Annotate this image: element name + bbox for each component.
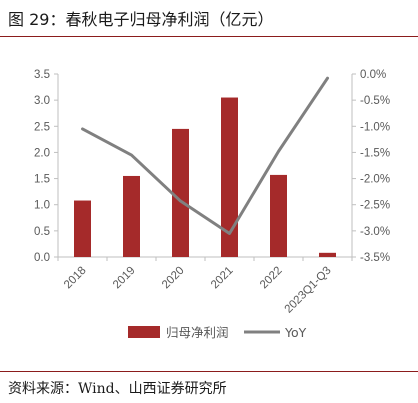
x-tick-label: 2018: [62, 265, 89, 292]
right-tick-label: -0.5%: [360, 95, 390, 107]
line-series: [81, 76, 329, 235]
x-tick-label: 2023Q1-Q3: [283, 265, 334, 316]
source-bar: 资料来源：Wind、山西证券研究所: [0, 371, 418, 403]
bar: [172, 128, 189, 257]
bar: [74, 200, 91, 257]
legend-line-label: YoY: [284, 325, 307, 340]
legend-bar-swatch: [128, 326, 160, 338]
tick-labels: 0.0 0.5 1.0 1.5 2.0 2.5 3.0 3.5 -3.5% -3.0% -2.5% -…: [34, 69, 390, 316]
x-tick-label: 2022: [258, 265, 285, 292]
right-tick-label: -2.5%: [360, 200, 390, 212]
right-tick-label: -1.0%: [360, 121, 390, 133]
bar: [221, 97, 238, 258]
bar-series: [74, 97, 336, 258]
x-tick-label: 2020: [160, 265, 187, 292]
chart-canvas: 0.0 0.5 1.0 1.5 2.0 2.5 3.0 3.5 -3.5% -3.0% -2.5% -…: [34, 69, 390, 340]
left-tick-label: 0.5: [34, 226, 50, 238]
bar: [123, 175, 140, 257]
left-tick-label: 1.5: [34, 174, 50, 186]
left-tick-label: 2.5: [34, 121, 50, 133]
right-tick-label: 0.0%: [360, 69, 386, 81]
right-tick-label: -2.0%: [360, 174, 390, 186]
yoy-line: [81, 76, 329, 235]
right-tick-label: -1.5%: [360, 147, 390, 159]
bar: [270, 174, 287, 257]
chart-legend: 归母净利润 YoY: [128, 325, 307, 340]
right-tick-label: -3.5%: [360, 252, 390, 264]
legend-bar-label: 归母净利润: [166, 325, 229, 340]
left-tick-label: 0.0: [34, 252, 50, 264]
source-note: 资料来源：Wind、山西证券研究所: [8, 381, 227, 397]
left-tick-label: 1.0: [34, 200, 50, 212]
x-tick-label: 2019: [111, 265, 138, 292]
x-tick-label: 2021: [209, 265, 236, 292]
title-bar: 图 29：春秋电子归母净利润（亿元）: [0, 0, 418, 37]
left-tick-label: 3.5: [34, 69, 50, 81]
left-tick-label: 3.0: [34, 95, 50, 107]
left-tick-label: 2.0: [34, 147, 50, 159]
right-tick-label: -3.0%: [360, 226, 390, 238]
bar: [319, 252, 336, 257]
figure-title: 图 29：春秋电子归母净利润（亿元）: [8, 10, 274, 29]
chart-axes: [54, 73, 356, 261]
